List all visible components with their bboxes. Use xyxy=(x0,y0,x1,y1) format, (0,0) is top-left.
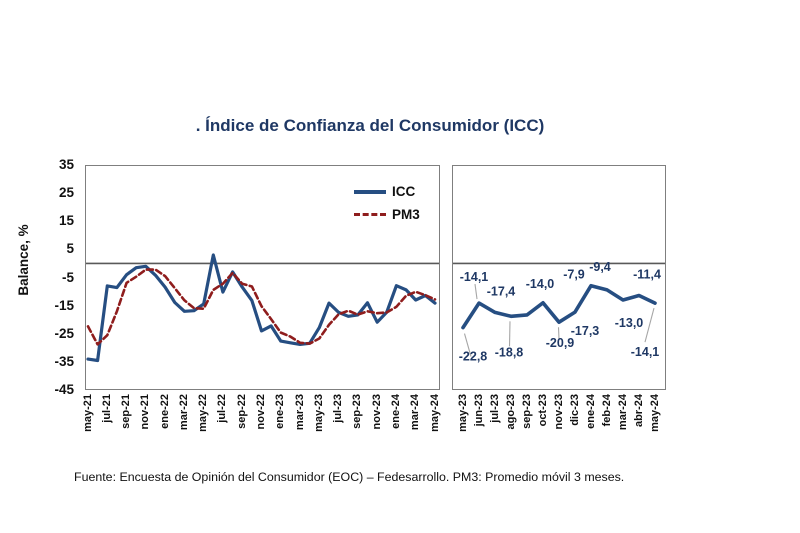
x-tick-label-ene-23: ene-23 xyxy=(274,394,287,429)
y-tick-label: 5 xyxy=(66,241,74,257)
x-tick-label-sep-23: sep-23 xyxy=(351,394,364,429)
data-label-ago-23: -18,8 xyxy=(495,345,524,359)
data-label-leader-line xyxy=(644,307,655,343)
y-tick-label: -25 xyxy=(54,325,74,341)
x-tick-label-sep-22: sep-22 xyxy=(235,394,248,429)
x-tick-label-may-24: may-24 xyxy=(648,394,661,432)
y-tick-label: -5 xyxy=(61,269,74,285)
y-tick-label: 15 xyxy=(58,213,74,229)
panel-border xyxy=(452,165,666,390)
x-tick-label-ene-24: ene-24 xyxy=(389,394,402,429)
legend-item-icc: ICC xyxy=(354,180,420,203)
data-label-feb-24: -9,4 xyxy=(589,260,611,274)
data-label-nov-23: -20,9 xyxy=(546,336,575,350)
x-tick-label-dic-23: dic-23 xyxy=(568,394,581,426)
data-label-jun-23: -14,1 xyxy=(460,270,489,284)
data-label-oct-23: -14,0 xyxy=(526,277,555,291)
data-label-may-23: -22,8 xyxy=(459,350,488,364)
x-tick-label-may-24: may-24 xyxy=(428,394,441,432)
x-tick-label-oct-23: oct-23 xyxy=(536,394,549,427)
x-tick-label-sep-23: sep-23 xyxy=(520,394,533,429)
x-tick-label-may-22: may-22 xyxy=(197,394,210,432)
x-tick-label-may-21: may-21 xyxy=(81,394,94,432)
data-label-dic-23: -17,3 xyxy=(571,324,600,338)
x-tick-label-jul-23: jul-23 xyxy=(332,394,345,423)
x-tick-label-ago-23: ago-23 xyxy=(504,394,517,430)
chart-title: . Índice de Confianza del Consumidor (IC… xyxy=(195,116,545,135)
source-note: Fuente: Encuesta de Opinión del Consumid… xyxy=(74,470,625,484)
pm3-line-swatch-icon xyxy=(354,213,386,216)
x-tick-label-nov-22: nov-22 xyxy=(255,394,267,430)
x-tick-label-jul-22: jul-22 xyxy=(216,394,229,423)
data-label-ene-24: -7,9 xyxy=(563,268,585,282)
x-tick-label-ene-24: ene-24 xyxy=(584,394,597,429)
x-tick-label-may-23: may-23 xyxy=(456,394,469,432)
icc-line xyxy=(86,253,437,363)
x-tick-label-jun-23: jun-23 xyxy=(472,394,485,427)
data-label-abr-24: -11,4 xyxy=(633,268,661,282)
data-label-leader-line xyxy=(463,333,472,357)
data-label-may-24: -14,1 xyxy=(631,345,660,359)
data-label-leader-line xyxy=(508,321,511,347)
legend-item-pm3: PM3 xyxy=(354,203,420,226)
legend-label-icc: ICC xyxy=(392,184,416,199)
x-tick-label-feb-24: feb-24 xyxy=(600,394,613,427)
x-tick-label-nov-23: nov-23 xyxy=(370,394,383,430)
x-tick-label-mar-23: mar-23 xyxy=(293,394,306,431)
x-tick-label-jul-21: jul-21 xyxy=(100,394,113,423)
data-label-jul-23: -17,4 xyxy=(487,284,516,298)
y-tick-label: -45 xyxy=(54,382,74,397)
y-axis-title: Balance, % xyxy=(16,224,31,296)
data-label-leader-line xyxy=(557,327,560,340)
y-tick-label: 35 xyxy=(58,157,74,172)
panel-border xyxy=(85,165,440,390)
x-tick-label-mar-24: mar-24 xyxy=(409,394,422,431)
y-tick-label: -15 xyxy=(54,297,74,313)
x-tick-label-sep-21: sep-21 xyxy=(120,394,133,429)
pm3-line xyxy=(86,268,437,346)
x-tick-label-mar-22: mar-22 xyxy=(177,394,190,431)
icc-recent-months-chart: -22,8-14,1-17,4-18,8-14,0-20,9-17,3-7,9-… xyxy=(452,165,666,390)
legend-label-pm3: PM3 xyxy=(392,207,420,222)
y-tick-label: 25 xyxy=(58,185,74,201)
x-tick-label-ene-22: ene-22 xyxy=(158,394,171,429)
x-tick-label-mar-24: mar-24 xyxy=(616,394,629,431)
icc-line xyxy=(461,283,657,330)
data-label-mar-24: -13,0 xyxy=(615,316,644,330)
icc-line-swatch-icon xyxy=(354,189,386,194)
icc-pm3-history-chart xyxy=(85,165,440,390)
y-tick-label: -35 xyxy=(54,353,74,369)
x-tick-label-abr-24: abr-24 xyxy=(632,394,645,428)
data-label-leader-line xyxy=(474,284,478,300)
x-tick-label-may-23: may-23 xyxy=(312,394,325,432)
x-tick-label-nov-21: nov-21 xyxy=(139,394,152,430)
legend: ICC PM3 xyxy=(354,180,420,226)
x-tick-label-jul-23: jul-23 xyxy=(488,394,501,423)
x-tick-label-nov-23: nov-23 xyxy=(552,394,565,430)
